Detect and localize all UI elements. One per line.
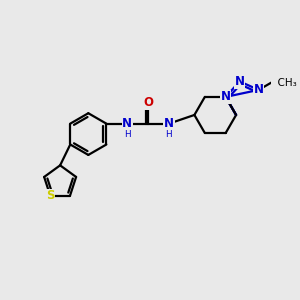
Text: N: N: [164, 117, 174, 130]
Text: N: N: [122, 117, 132, 130]
Text: H: H: [166, 130, 172, 139]
Text: N: N: [254, 83, 264, 96]
Text: O: O: [143, 96, 153, 109]
Text: H: H: [124, 130, 130, 139]
Text: S: S: [46, 189, 55, 202]
Text: N: N: [235, 75, 244, 88]
Text: N: N: [221, 90, 231, 104]
Text: CH₃: CH₃: [271, 78, 297, 88]
